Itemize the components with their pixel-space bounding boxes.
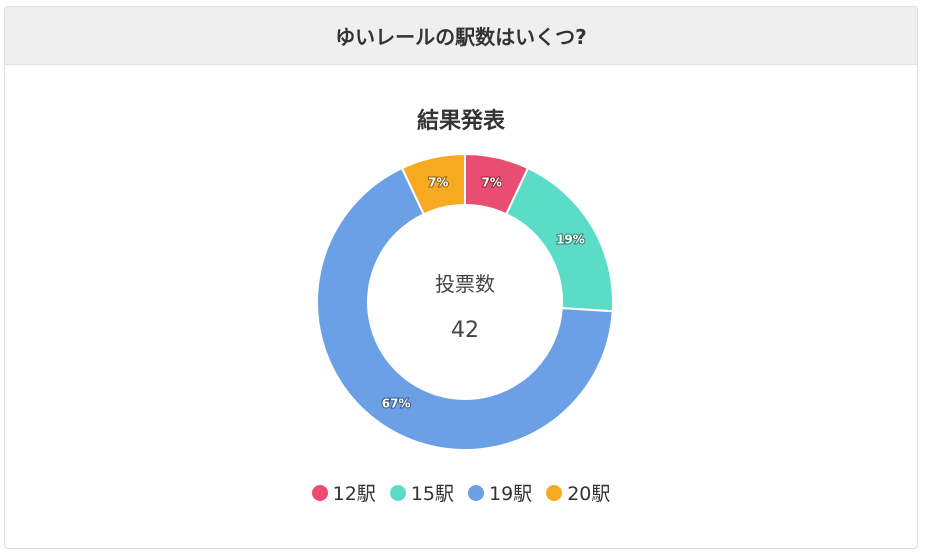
donut-slices: [316, 152, 614, 451]
legend-item-1[interactable]: 12駅: [311, 479, 376, 506]
donut-chart: 7% 19% 67% 7% 投票数 42: [316, 152, 614, 451]
chart-legend: 12駅 15駅 19駅 20駅: [5, 479, 917, 506]
legend-dot-icon: [468, 484, 484, 501]
legend-dot-icon: [389, 484, 406, 501]
center-label: 投票数: [435, 272, 495, 296]
poll-card: ゆいレールの駅数はいくつ? 結果発表 7% 19% 67% 7% 投票数 42 12駅…: [4, 6, 918, 549]
slice-label-2: 19%: [556, 233, 585, 247]
legend-item-4[interactable]: 20駅: [546, 479, 610, 506]
legend-dot-icon: [311, 484, 328, 501]
legend-item-3[interactable]: 19駅: [468, 479, 532, 506]
legend-item-2[interactable]: 15駅: [389, 479, 454, 506]
slice-label-1: 7%: [482, 175, 502, 189]
slice-label-3: 67%: [382, 396, 411, 410]
slice-label-4: 7%: [428, 175, 448, 189]
donut-slice-3[interactable]: [316, 166, 614, 451]
poll-question: ゆいレールの駅数はいくつ?: [5, 7, 917, 65]
chart-title: 結果発表: [416, 109, 505, 134]
legend-label: 12駅: [332, 483, 376, 505]
center-value: 42: [451, 318, 479, 343]
legend-label: 20駅: [567, 483, 611, 505]
legend-label: 19駅: [489, 483, 533, 505]
donut-slice-labels: 7% 19% 67% 7%: [381, 174, 586, 411]
donut-slice-4[interactable]: [400, 152, 466, 216]
legend-label: 15駅: [410, 483, 454, 505]
legend-dot-icon: [546, 484, 563, 501]
